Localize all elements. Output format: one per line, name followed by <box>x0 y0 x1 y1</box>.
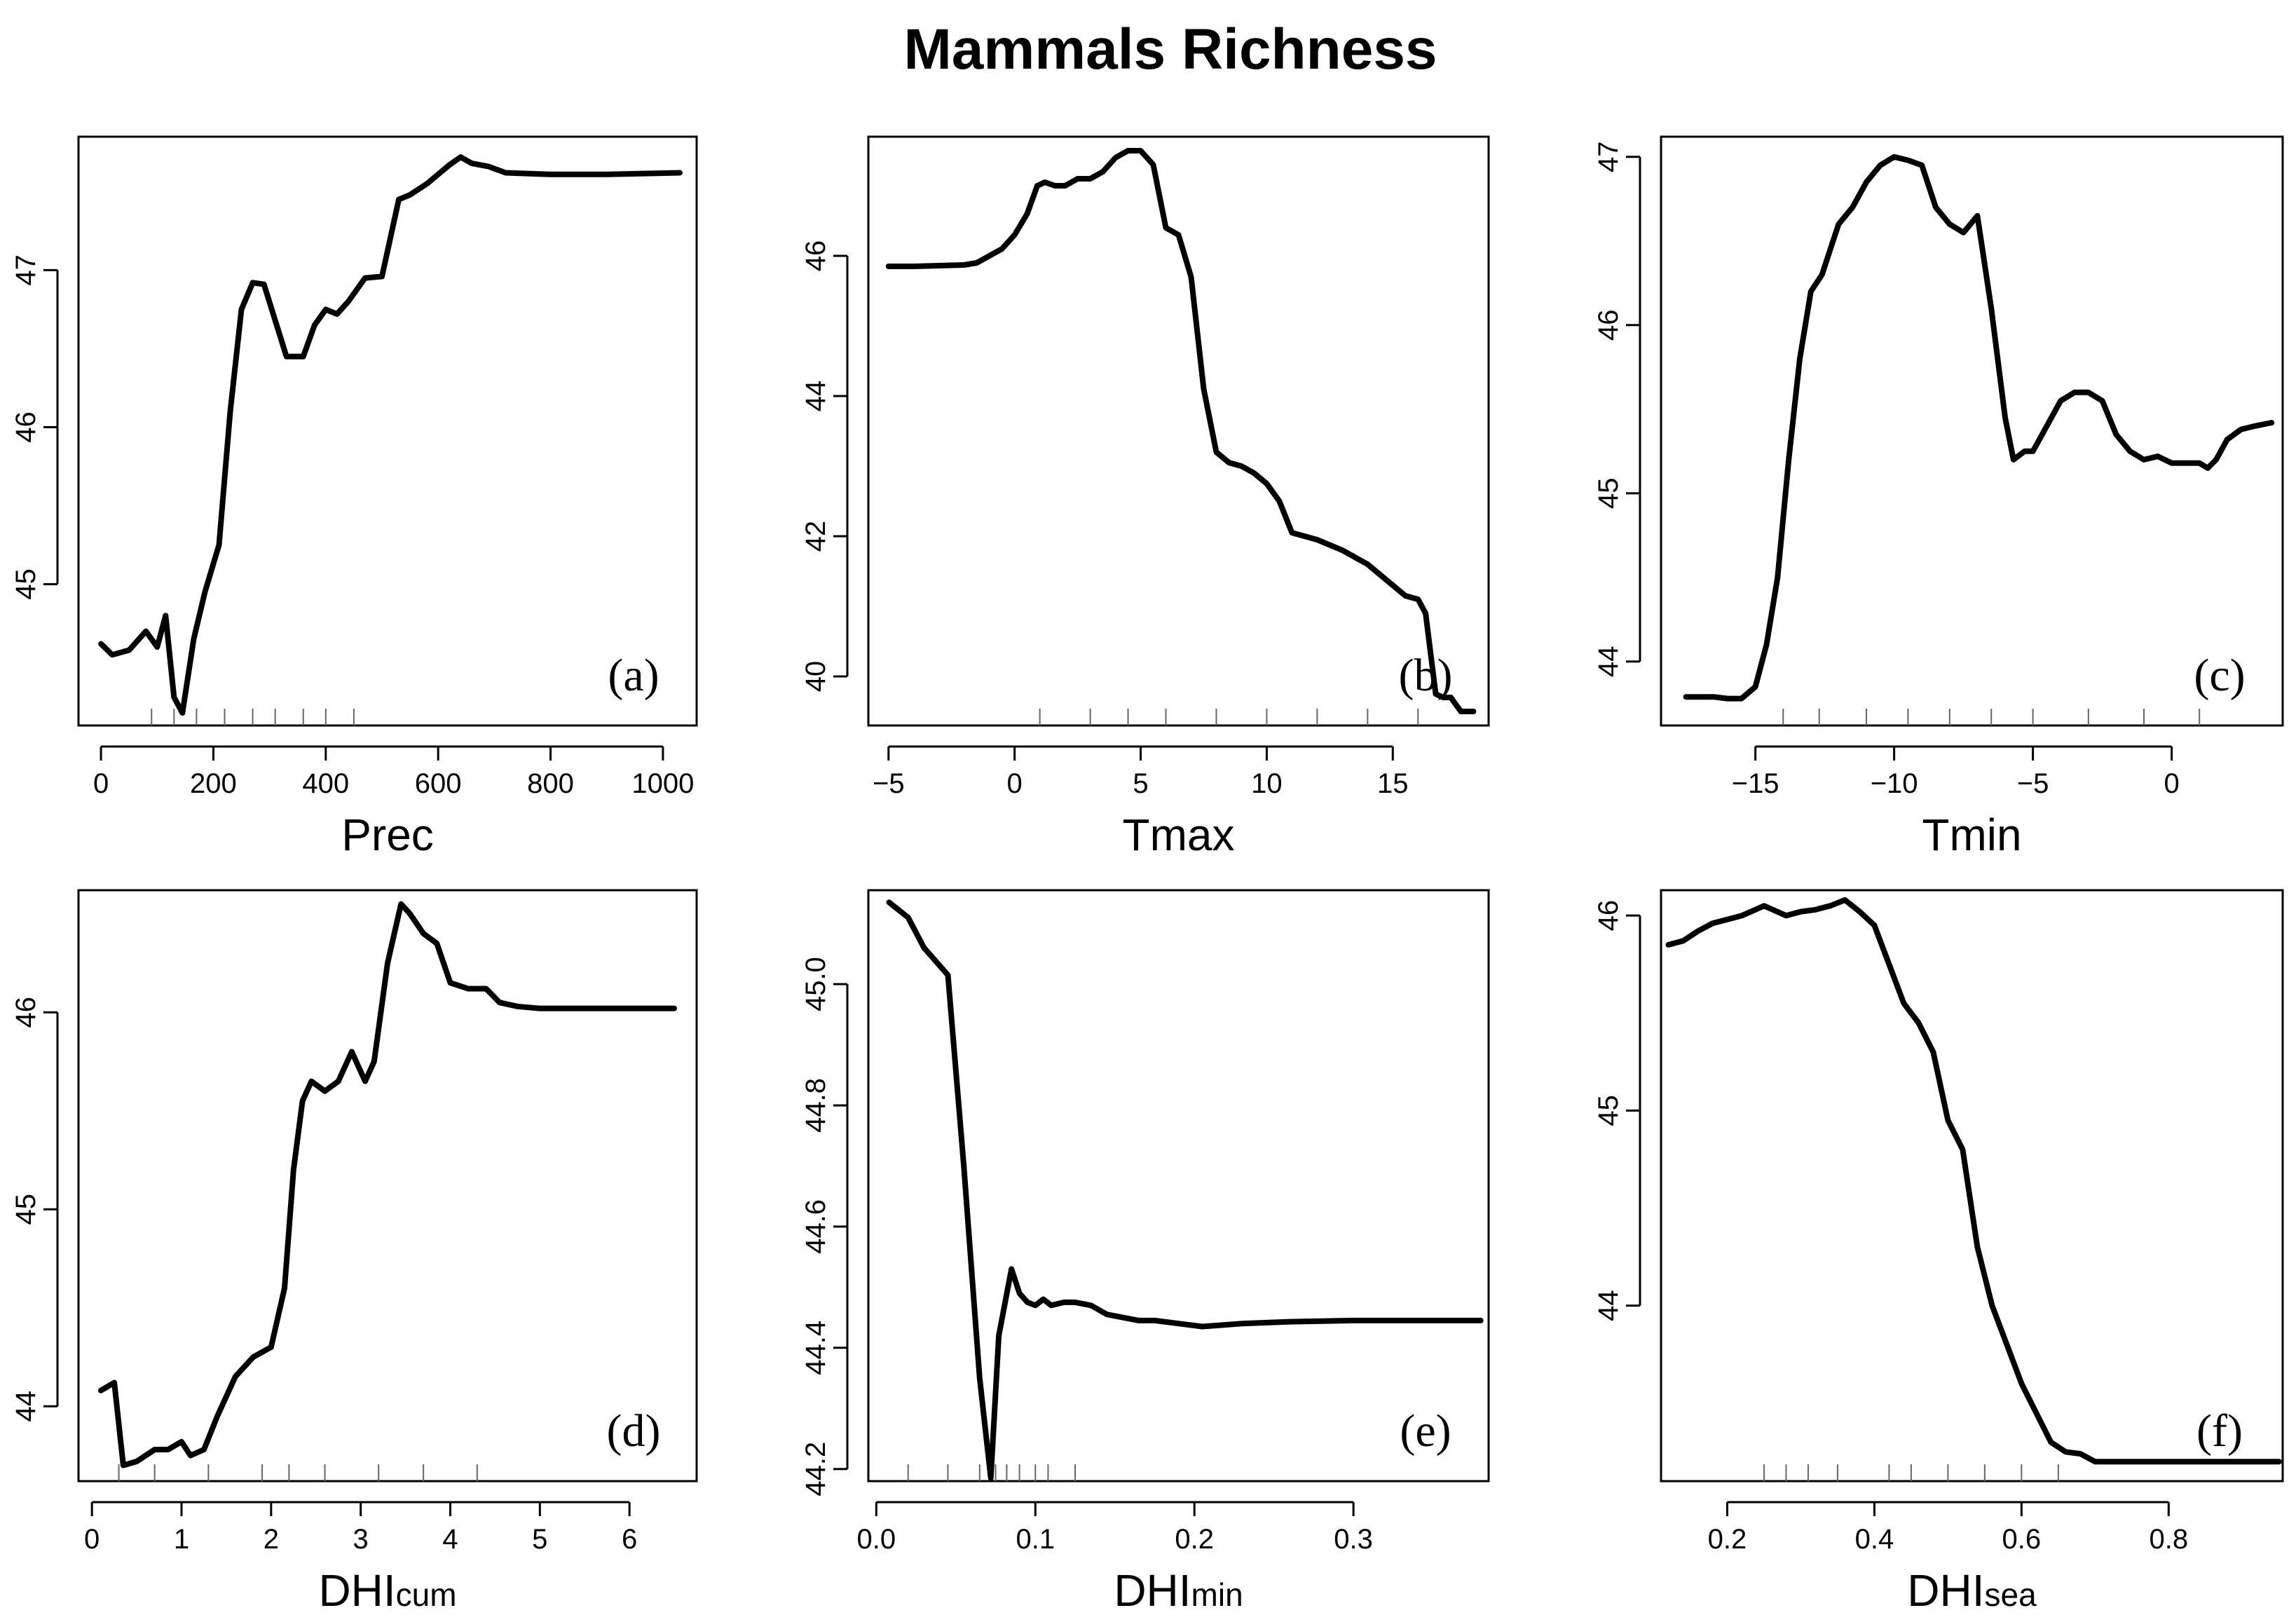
y-tick-label: 46 <box>1593 900 1624 932</box>
figure-title: Mammals Richness <box>903 18 1437 81</box>
x-tick-label: 0.3 <box>1334 1524 1373 1555</box>
plot-frame <box>77 889 698 1483</box>
x-axis-label-main: DHI <box>1907 1565 1984 1615</box>
x-tick-label: 0 <box>1007 768 1023 799</box>
x-tick-label: 0 <box>2164 768 2179 799</box>
y-tick-label: 42 <box>800 521 831 552</box>
x-axis-label-main: Tmin <box>1922 810 2021 860</box>
series-line <box>1683 154 2275 702</box>
x-tick-label: 0.6 <box>2002 1524 2042 1555</box>
chart-panel-5: 0.0 0.1 0.2 0.3 44.2 44.4 44.6 44.8 45.0 (e) DHImi… <box>800 889 1490 1615</box>
panel-label: (f) <box>2196 1405 2243 1457</box>
y-tick-label: 44.4 <box>800 1321 831 1375</box>
y-tick-label: 40 <box>800 661 831 693</box>
y-tick-label: 44 <box>11 1391 41 1422</box>
x-tick-label: 0.2 <box>1175 1524 1214 1555</box>
chart-panel-1: 0 200 400 600 800 1000 45 46 47 (a) Prec <box>11 135 698 860</box>
y-tick-label: 47 <box>11 254 41 286</box>
x-axis-label: Prec <box>341 810 434 860</box>
chart-panel-3: −15 −10 −5 0 44 45 46 47 (c) Tmin <box>1593 135 2284 860</box>
x-tick-label: 0.4 <box>1855 1524 1894 1555</box>
x-tick-label: 1 <box>174 1524 189 1555</box>
x-tick-label: 2 <box>264 1524 279 1555</box>
x-axis-label-sub: cum <box>396 1576 457 1613</box>
x-tick-label: 5 <box>1133 768 1148 799</box>
x-tick-label: 15 <box>1377 768 1409 799</box>
plot-frame <box>867 889 1490 1483</box>
x-axis-label: Tmin <box>1922 810 2021 860</box>
x-tick-label: 3 <box>353 1524 369 1555</box>
x-tick-label: 5 <box>532 1524 547 1555</box>
x-axis-label-main: Tmax <box>1123 810 1235 860</box>
x-tick-label: 600 <box>415 768 462 799</box>
x-tick-label: 4 <box>442 1524 458 1555</box>
panel-label: (b) <box>1399 650 1453 701</box>
y-tick-label: 46 <box>11 997 41 1028</box>
y-tick-label: 44.2 <box>800 1442 831 1497</box>
x-tick-label: −5 <box>2017 768 2049 799</box>
x-tick-label: 800 <box>527 768 574 799</box>
y-tick-label: 44.6 <box>800 1199 831 1254</box>
x-axis-label-sub: min <box>1191 1576 1243 1613</box>
series-line <box>98 154 683 716</box>
x-tick-label: 0.0 <box>857 1524 896 1555</box>
y-tick-label: 45 <box>1593 1095 1624 1126</box>
plot-frame <box>1660 135 2284 727</box>
y-tick-label: 45 <box>11 568 41 600</box>
x-axis-label: DHIcum <box>318 1565 456 1615</box>
x-tick-label: 10 <box>1251 768 1283 799</box>
plot-frame <box>1660 889 2284 1483</box>
x-tick-label: 200 <box>190 768 237 799</box>
panel-label: (c) <box>2194 650 2245 701</box>
series-line <box>886 899 1484 1481</box>
panel-label: (a) <box>608 650 659 701</box>
series-line <box>98 901 677 1469</box>
y-tick-label: 44 <box>1593 646 1624 678</box>
panel-label: (e) <box>1400 1405 1451 1457</box>
x-tick-label: 0.8 <box>2149 1524 2188 1555</box>
x-axis-label-sub: sea <box>1985 1576 2037 1613</box>
x-tick-label: −5 <box>873 768 905 799</box>
x-tick-label: 400 <box>302 768 349 799</box>
y-tick-label: 45.0 <box>800 957 831 1011</box>
x-tick-label: 1000 <box>631 768 694 799</box>
y-tick-label: 46 <box>11 411 41 443</box>
x-tick-label: 0 <box>84 1524 100 1555</box>
x-axis-label: Tmax <box>1123 810 1235 860</box>
y-tick-label: 47 <box>1593 142 1624 173</box>
x-axis-label: DHIsea <box>1907 1565 2037 1615</box>
y-tick-label: 44.8 <box>800 1078 831 1133</box>
x-axis-label: DHImin <box>1114 1565 1243 1615</box>
x-axis-label-main: Prec <box>341 810 434 860</box>
panel-label: (d) <box>607 1405 661 1457</box>
series-line <box>1665 897 2282 1465</box>
series-line <box>885 148 1477 714</box>
chart-panel-2: −5 0 5 10 15 40 42 44 46 (b) Tmax <box>800 135 1490 860</box>
x-tick-label: −15 <box>1732 768 1779 799</box>
x-tick-label: 6 <box>622 1524 637 1555</box>
plot-frame <box>867 135 1490 727</box>
y-tick-label: 44 <box>1593 1290 1624 1321</box>
y-tick-label: 46 <box>1593 310 1624 341</box>
y-tick-label: 46 <box>800 240 831 272</box>
y-tick-label: 45 <box>11 1194 41 1225</box>
x-axis-label-main: DHI <box>318 1565 395 1615</box>
x-tick-label: 0 <box>93 768 109 799</box>
x-tick-label: 0.1 <box>1016 1524 1055 1555</box>
chart-panel-6: 0.2 0.4 0.6 0.8 44 45 46 (f) DHIsea <box>1593 889 2284 1615</box>
plot-frame <box>77 135 698 727</box>
y-tick-label: 44 <box>800 381 831 412</box>
y-tick-label: 45 <box>1593 478 1624 510</box>
x-tick-label: 0.2 <box>1708 1524 1747 1555</box>
x-axis-label-main: DHI <box>1114 1565 1191 1615</box>
x-tick-label: −10 <box>1871 768 1918 799</box>
